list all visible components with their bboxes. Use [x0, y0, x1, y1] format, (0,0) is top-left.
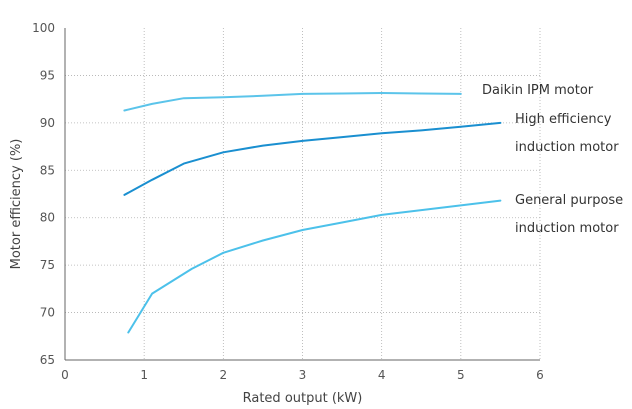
- y-tick-label: 65: [40, 353, 55, 367]
- y-tick-label: 95: [40, 68, 55, 82]
- series-label-line: High efficiency: [515, 112, 612, 127]
- y-tick-label: 80: [40, 211, 55, 225]
- series-label-line: General purpose: [515, 193, 623, 208]
- x-axis-title: Rated output (kW): [243, 391, 363, 406]
- series-label-1: Daikin IPM motor: [482, 83, 594, 98]
- x-tick-label: 3: [299, 368, 307, 382]
- x-tick-label: 0: [61, 368, 69, 382]
- series-line-2: [123, 121, 502, 196]
- series-line-1: [123, 92, 462, 112]
- series-label-3: General purpose induction motor: [515, 193, 623, 236]
- series-label-2: High efficiency induction motor: [515, 112, 619, 155]
- x-tick-label: 2: [220, 368, 228, 382]
- x-tick-label: 5: [457, 368, 465, 382]
- y-tick-labels: 65 70 75 80 85 90 95 100: [32, 21, 55, 367]
- y-tick-label: 85: [40, 163, 55, 177]
- x-tick-labels: 0 1 2 3 4 5 6: [61, 368, 544, 382]
- y-tick-label: 90: [40, 116, 55, 130]
- series-labels: Daikin IPM motor High efficiency induction…: [482, 83, 623, 236]
- x-tick-label: 1: [140, 368, 148, 382]
- y-tick-label: 100: [32, 21, 55, 35]
- grid: [65, 28, 541, 360]
- x-tick-label: 4: [378, 368, 386, 382]
- axes: [64, 28, 540, 361]
- series-lines: [123, 92, 502, 334]
- x-tick-label: 6: [536, 368, 544, 382]
- series-label-line: induction motor: [515, 140, 619, 155]
- y-tick-label: 75: [40, 258, 55, 272]
- y-axis-title: Motor efficiency (%): [9, 139, 24, 270]
- series-line-3: [127, 199, 502, 334]
- series-label-line: Daikin IPM motor: [482, 83, 594, 98]
- y-tick-label: 70: [40, 306, 55, 320]
- series-label-line: induction motor: [515, 221, 619, 236]
